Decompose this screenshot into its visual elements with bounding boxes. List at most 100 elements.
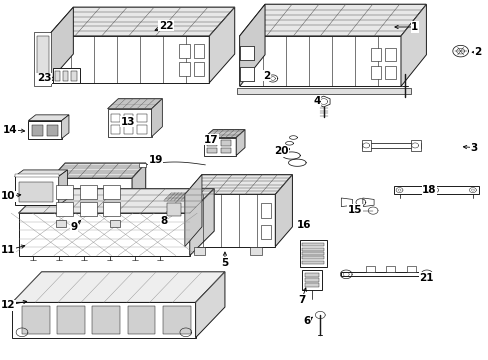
Text: 8: 8 — [161, 216, 167, 226]
Polygon shape — [107, 99, 162, 109]
Bar — [55, 71, 60, 81]
Bar — [193, 44, 204, 58]
Text: 23: 23 — [37, 73, 51, 84]
Polygon shape — [15, 176, 59, 205]
Polygon shape — [19, 189, 214, 213]
Bar — [137, 125, 146, 134]
Bar — [110, 125, 120, 134]
Polygon shape — [189, 189, 214, 256]
Polygon shape — [110, 220, 120, 227]
Polygon shape — [56, 220, 66, 227]
Polygon shape — [48, 7, 234, 36]
Text: 3: 3 — [470, 143, 477, 153]
Bar — [370, 66, 381, 79]
Text: 7: 7 — [297, 294, 305, 305]
Text: 11: 11 — [0, 245, 15, 255]
Polygon shape — [236, 130, 244, 156]
Polygon shape — [57, 306, 85, 334]
Bar — [110, 114, 120, 122]
Polygon shape — [184, 175, 292, 194]
Text: 17: 17 — [203, 135, 218, 145]
Bar — [240, 67, 253, 81]
Bar — [103, 185, 120, 199]
Polygon shape — [163, 306, 190, 334]
Text: 10: 10 — [0, 191, 15, 201]
Polygon shape — [34, 32, 51, 86]
Text: 14: 14 — [2, 125, 17, 135]
Polygon shape — [107, 109, 151, 137]
Text: 19: 19 — [148, 155, 163, 165]
Bar — [15, 174, 59, 177]
Polygon shape — [275, 175, 292, 247]
Text: 2: 2 — [474, 47, 481, 57]
Bar — [240, 46, 253, 60]
Polygon shape — [127, 306, 155, 334]
Bar — [193, 62, 204, 76]
Bar — [179, 62, 189, 76]
Polygon shape — [361, 143, 420, 148]
Text: 16: 16 — [296, 220, 311, 230]
Polygon shape — [61, 115, 69, 139]
Polygon shape — [365, 266, 374, 272]
Bar — [370, 48, 381, 61]
Polygon shape — [193, 247, 205, 255]
Text: 15: 15 — [347, 204, 362, 215]
Bar — [220, 140, 230, 146]
Bar — [80, 202, 97, 216]
Bar — [103, 202, 120, 216]
Bar — [56, 202, 73, 216]
Text: 2: 2 — [263, 71, 269, 81]
Polygon shape — [163, 193, 192, 201]
Bar — [304, 273, 319, 277]
Bar — [206, 140, 217, 146]
Polygon shape — [341, 198, 352, 207]
Polygon shape — [59, 170, 67, 205]
Polygon shape — [239, 36, 400, 86]
Bar — [302, 270, 321, 290]
Bar — [240, 46, 253, 60]
Bar — [166, 203, 181, 216]
Bar — [123, 114, 133, 122]
Bar — [139, 163, 146, 167]
Polygon shape — [204, 138, 236, 156]
Text: 6: 6 — [303, 316, 310, 326]
Text: 20: 20 — [273, 146, 288, 156]
Polygon shape — [362, 198, 373, 207]
Text: 18: 18 — [421, 185, 436, 195]
Text: 1: 1 — [410, 22, 417, 32]
Bar — [137, 114, 146, 122]
Polygon shape — [400, 4, 426, 86]
Polygon shape — [51, 178, 132, 220]
Polygon shape — [92, 306, 120, 334]
Bar — [299, 240, 326, 267]
Text: 21: 21 — [418, 273, 433, 283]
Bar — [80, 185, 97, 199]
Polygon shape — [195, 272, 224, 338]
Bar — [179, 44, 189, 58]
Bar — [123, 125, 133, 134]
Polygon shape — [163, 201, 184, 218]
Bar — [304, 283, 319, 287]
Bar — [56, 185, 73, 199]
Bar — [19, 182, 53, 202]
Bar — [385, 48, 395, 61]
Polygon shape — [12, 272, 224, 302]
Bar — [260, 225, 271, 239]
Text: 9: 9 — [71, 222, 78, 232]
Polygon shape — [393, 186, 478, 194]
Polygon shape — [184, 194, 275, 247]
Polygon shape — [237, 88, 410, 94]
Polygon shape — [22, 306, 50, 334]
Polygon shape — [410, 140, 420, 151]
Bar — [206, 148, 217, 153]
Text: 4: 4 — [312, 96, 320, 106]
Polygon shape — [209, 7, 234, 83]
Bar — [47, 125, 58, 136]
Polygon shape — [249, 247, 261, 255]
Polygon shape — [15, 170, 67, 176]
Bar — [32, 125, 43, 136]
Bar — [71, 71, 77, 81]
Text: 12: 12 — [0, 300, 15, 310]
Polygon shape — [386, 266, 394, 272]
Polygon shape — [28, 121, 61, 139]
